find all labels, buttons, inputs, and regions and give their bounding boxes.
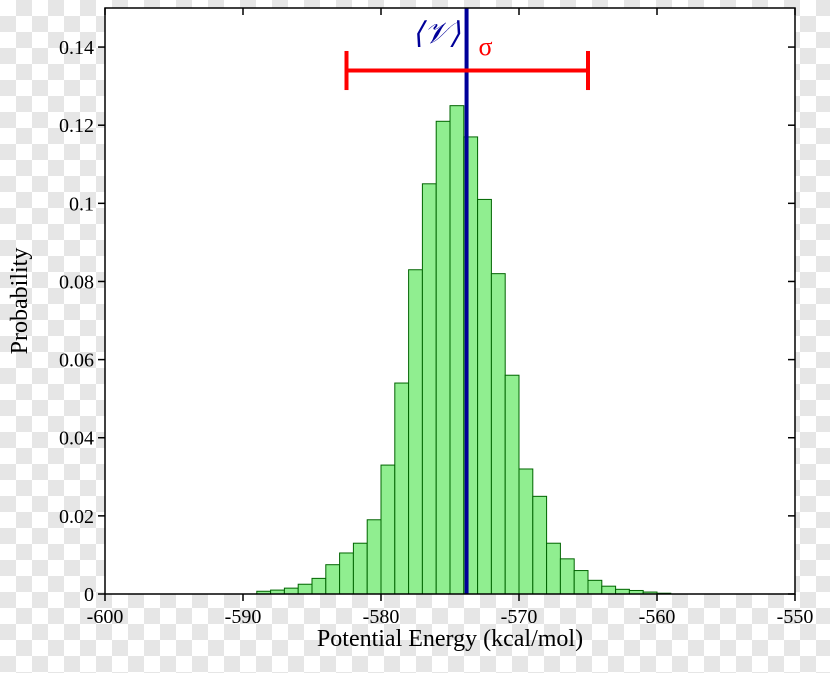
y-tick-label: 0.08 xyxy=(59,271,94,293)
y-tick-label: 0.04 xyxy=(59,428,94,450)
histogram-bar xyxy=(298,584,312,594)
x-axis-label: Potential Energy (kcal/mol) xyxy=(317,626,583,652)
histogram-bar xyxy=(533,496,547,594)
histogram-bar xyxy=(491,274,505,594)
chart-svg: -600 -590 -580 -570 -560 -550 0 0.02 0.04 0.06 0.0… xyxy=(0,0,830,669)
histogram-bar xyxy=(353,543,367,594)
histogram-bar xyxy=(505,375,519,594)
histogram-bar xyxy=(395,383,409,594)
histogram-bar xyxy=(560,559,574,594)
histogram-bar xyxy=(519,469,533,594)
histogram-bar xyxy=(367,520,381,594)
histogram-bar xyxy=(588,580,602,594)
histogram-chart: -600 -590 -580 -570 -560 -550 0 0.02 0.04 0.06 0.0… xyxy=(0,0,830,669)
histogram-bar xyxy=(574,571,588,594)
histogram-bar xyxy=(602,586,616,594)
y-axis-label: Probability xyxy=(7,248,33,355)
histogram-bar xyxy=(284,588,298,594)
histogram-bar xyxy=(436,121,450,594)
x-tick-label: -600 xyxy=(87,606,124,628)
histogram-bar xyxy=(381,465,395,594)
histogram-bar xyxy=(422,184,436,594)
x-tick-label: -560 xyxy=(639,606,676,628)
y-tick-label: 0.12 xyxy=(59,115,94,137)
histogram-bar xyxy=(312,578,326,594)
histogram-bar xyxy=(547,543,561,594)
histogram-bar xyxy=(478,199,492,594)
histogram-bar xyxy=(450,106,464,594)
x-tick-label: -570 xyxy=(501,606,538,628)
y-tick-label: 0 xyxy=(84,584,94,606)
y-tick-label: 0.14 xyxy=(59,37,94,59)
y-tick-label: 0.02 xyxy=(59,506,94,528)
x-tick-label: -580 xyxy=(363,606,400,628)
y-tick-label: 0.1 xyxy=(69,193,94,215)
x-tick-label: -550 xyxy=(777,606,814,628)
y-tick-label: 0.06 xyxy=(59,350,94,372)
sigma-label: σ xyxy=(479,32,493,61)
histogram-bar xyxy=(326,565,340,594)
histogram-bar xyxy=(409,270,423,594)
mean-label: ⟨𝒱⟩ xyxy=(412,17,461,50)
x-tick-label: -590 xyxy=(225,606,262,628)
histogram-bar xyxy=(340,553,354,594)
